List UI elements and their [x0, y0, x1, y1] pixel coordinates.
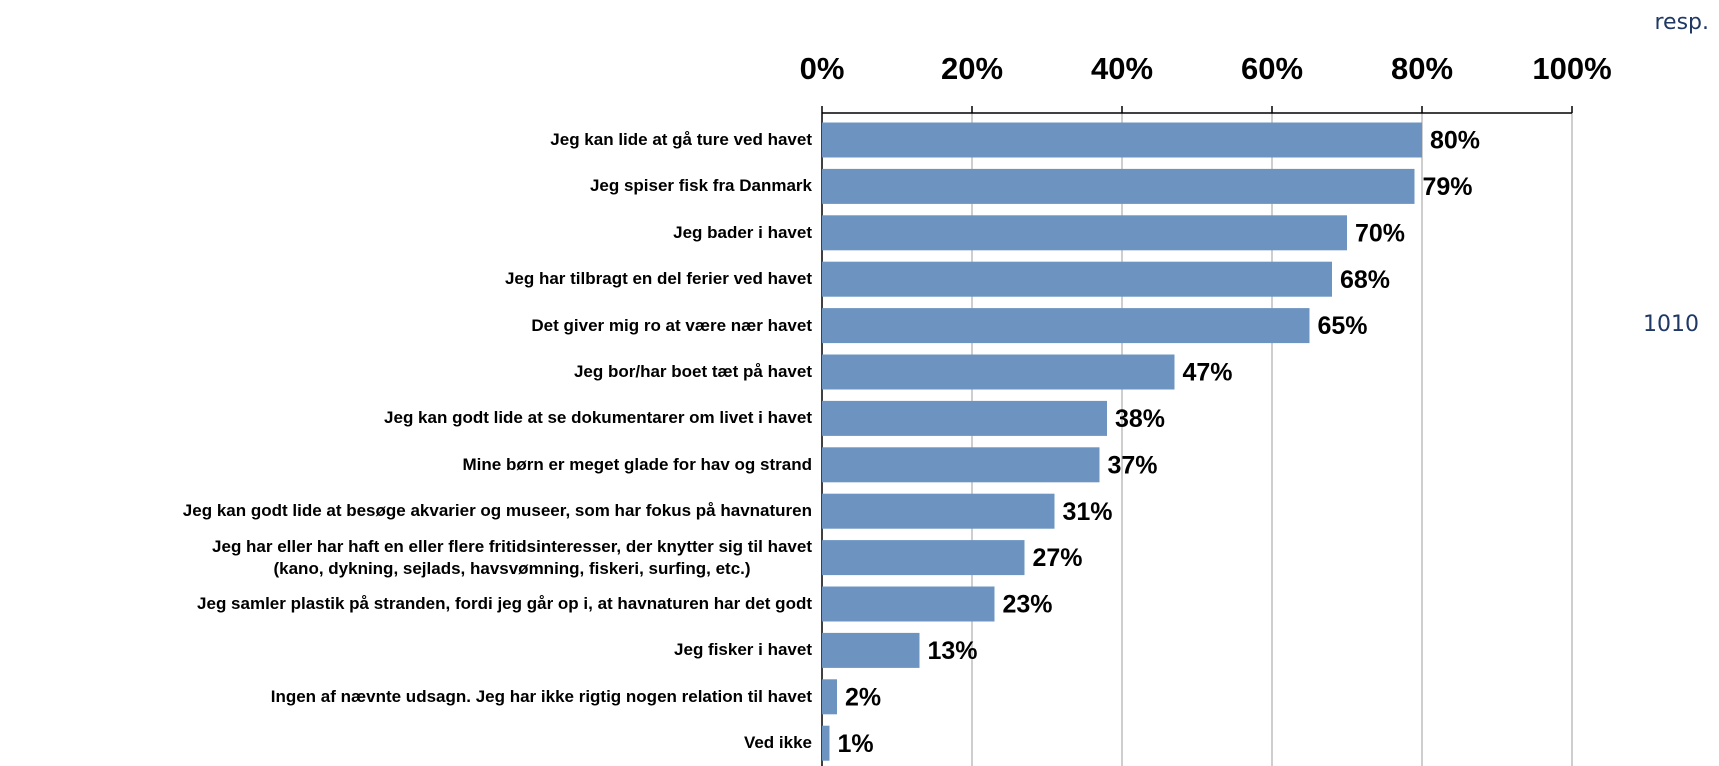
value-label: 47%: [1183, 359, 1233, 387]
category-label: Jeg bor/har boet tæt på havet: [573, 362, 812, 381]
bar: [822, 540, 1025, 576]
bar: [822, 679, 837, 715]
value-label: 23%: [1003, 591, 1053, 619]
value-label: 80%: [1430, 127, 1480, 155]
value-label: 38%: [1115, 405, 1165, 433]
category-label: Mine børn er meget glade for hav og stra…: [462, 454, 813, 474]
category-label: Jeg kan lide at gå ture ved havet: [550, 130, 812, 149]
x-tick-label: 60%: [1241, 51, 1303, 86]
category-label: Jeg har tilbragt en del ferier ved havet: [504, 269, 812, 289]
value-label: 27%: [1033, 544, 1083, 572]
value-label: 65%: [1318, 312, 1368, 340]
bar: [822, 354, 1175, 390]
value-label: 68%: [1340, 266, 1390, 294]
bar: [822, 122, 1422, 158]
value-label: 37%: [1108, 451, 1158, 479]
value-label: 2%: [845, 683, 881, 711]
value-label: 31%: [1063, 498, 1113, 526]
value-label: 1%: [838, 730, 874, 758]
category-label: Jeg bader i havet: [673, 222, 812, 242]
annotation: 1010: [1643, 312, 1699, 337]
value-label: 70%: [1355, 219, 1405, 247]
bar: [822, 493, 1055, 529]
annotation: resp.: [1654, 10, 1709, 35]
x-tick-label: 40%: [1091, 51, 1153, 86]
category-label: Jeg spiser fisk fra Danmark: [589, 176, 812, 196]
x-tick-label: 80%: [1391, 51, 1453, 86]
bar: [822, 447, 1100, 483]
category-label: Jeg kan godt lide at besøge akvarier og …: [182, 501, 812, 521]
bar: [822, 400, 1107, 436]
bar: [822, 586, 995, 622]
category-label: Jeg har eller har haft en eller flere fr…: [212, 536, 812, 578]
x-tick-label: 0%: [800, 51, 845, 86]
bar: [822, 632, 920, 668]
x-tick-label: 100%: [1532, 51, 1611, 86]
x-tick-label: 20%: [941, 51, 1003, 86]
bar: [822, 261, 1332, 297]
category-label: Jeg kan godt lide at se dokumentarer om …: [384, 408, 812, 428]
category-label: Ved ikke: [743, 733, 812, 753]
category-label: Ingen af nævnte udsagn. Jeg har ikke rig…: [270, 686, 812, 706]
value-label: 13%: [928, 637, 978, 665]
bar: [822, 168, 1415, 204]
bar: [822, 215, 1347, 251]
value-label: 79%: [1423, 173, 1473, 201]
category-label: Det giver mig ro at være nær havet: [531, 315, 812, 335]
category-label: Jeg samler plastik på stranden, fordi je…: [197, 594, 812, 613]
category-label: Jeg fisker i havet: [674, 640, 812, 660]
bar: [822, 725, 830, 761]
bar: [822, 308, 1310, 344]
